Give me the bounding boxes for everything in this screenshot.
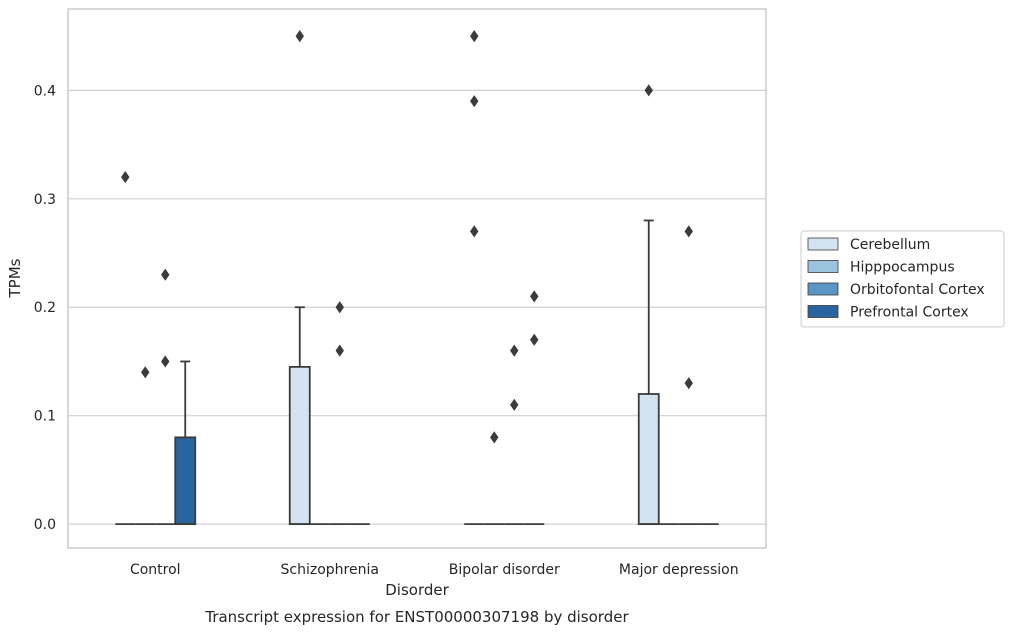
outlier-point <box>510 398 519 411</box>
legend-frame <box>800 230 1005 328</box>
legend: Cerebellum Hipppocampus Orbitofontal Corte… <box>800 230 1005 328</box>
box-cerebellum <box>288 306 311 526</box>
legend-swatch <box>807 260 839 273</box>
x-tick-label: Schizophrenia <box>281 562 379 578</box>
legend-label: Cerebellum <box>850 237 930 253</box>
outlier-point <box>530 290 539 303</box>
outlier-point <box>684 225 693 238</box>
outlier-point <box>335 344 344 357</box>
y-tick-label: 0.0 <box>34 517 56 533</box>
outlier-point <box>161 268 170 281</box>
outlier-point <box>684 377 693 390</box>
outlier-point <box>470 30 479 43</box>
x-tick-label: Control <box>130 562 181 578</box>
plot-frame <box>67 8 767 549</box>
legend-swatch <box>807 282 839 296</box>
legend-swatch <box>807 237 839 251</box>
y-tick-label: 0.4 <box>34 83 56 99</box>
outlier-point <box>295 30 304 43</box>
box <box>637 393 660 526</box>
box <box>174 436 197 526</box>
box-group <box>115 219 719 526</box>
y-tick-label: 0.3 <box>34 192 56 208</box>
outlier-point <box>530 333 539 346</box>
outlier-point <box>161 355 170 368</box>
x-tick-label: Major depression <box>619 562 739 578</box>
outlier-points <box>121 30 693 444</box>
outlier-point <box>510 344 519 357</box>
box-prefrontal-cortex <box>174 360 197 526</box>
legend-swatch <box>807 305 839 318</box>
outlier-point <box>141 366 150 379</box>
x-axis-title: Disorder <box>385 581 449 599</box>
legend-label: Hipppocampus <box>850 260 955 276</box>
legend-label: Orbitofontal Cortex <box>850 282 985 298</box>
outlier-point <box>644 84 653 97</box>
x-axis-ticks: Control Schizophrenia Bipolar disorder Majo… <box>130 562 739 578</box>
x-tick-label: Bipolar disorder <box>449 562 560 578</box>
y-tick-label: 0.1 <box>34 409 56 425</box>
outlier-point <box>470 95 479 108</box>
legend-label: Prefrontal Cortex <box>850 305 969 321</box>
outlier-point <box>470 225 479 238</box>
outlier-point <box>490 431 499 444</box>
outlier-point <box>121 171 130 184</box>
y-axis-ticks: 0.0 0.1 0.2 0.3 0.4 <box>34 83 56 533</box>
box <box>288 365 311 526</box>
y-tick-label: 0.2 <box>34 300 56 316</box>
figure-caption: Transcript expression for ENST0000030719… <box>204 608 629 626</box>
y-axis-title: TPMs <box>6 258 24 298</box>
box-cerebellum <box>637 219 660 526</box>
outlier-point <box>335 301 344 314</box>
